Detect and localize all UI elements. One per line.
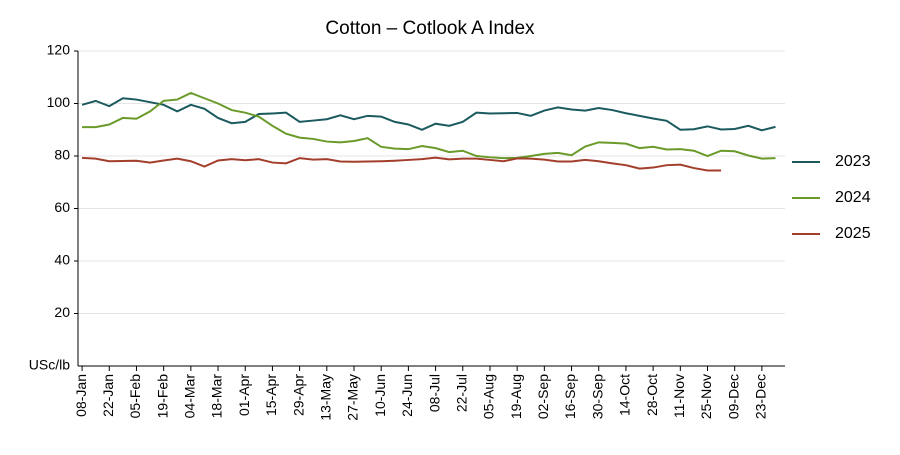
x-tick-label: 15-Apr — [263, 374, 279, 416]
x-tick-label: 05-Feb — [127, 374, 143, 419]
chart-title: Cotton – Cotlook A Index — [325, 18, 535, 39]
x-tick-label: 08-Jul — [426, 374, 442, 412]
y-tick-label: 20 — [54, 304, 70, 320]
x-tick-label: 19-Feb — [154, 374, 170, 419]
x-tick-label: 11-Nov — [671, 374, 687, 418]
data-line — [81, 97, 776, 132]
x-tick-label: 05-Aug — [481, 374, 497, 419]
y-tick-label: 40 — [54, 252, 70, 268]
x-tick-label: 02-Sep — [535, 374, 551, 419]
x-tick-label: 04-Mar — [182, 374, 198, 419]
y-tick-label: 80 — [54, 147, 70, 163]
x-tick-label: 18-Mar — [209, 374, 225, 419]
x-tick-label: 22-Jan — [100, 374, 116, 417]
data-line — [82, 156, 722, 172]
x-tick-label: 22-Jul — [453, 374, 469, 412]
x-tick-label: 01-Apr — [236, 374, 252, 416]
legend-text: 2023 — [835, 153, 871, 170]
legend-text: 2024 — [835, 189, 871, 206]
x-tick-label: 27-May — [345, 374, 361, 421]
x-tick-label: 14-Oct — [617, 374, 633, 416]
x-tick-label: 29-Apr — [290, 374, 306, 416]
x-tick-label: 28-Oct — [644, 374, 660, 416]
y-tick-label: 100 — [47, 94, 71, 110]
x-tick-label: 25-Nov — [698, 374, 714, 419]
x-tick-label: 10-Jun — [372, 374, 388, 417]
x-tick-label: 19-Aug — [508, 374, 524, 419]
x-tick-label: 09-Dec — [725, 374, 741, 419]
y-tick-label: 60 — [54, 199, 70, 215]
x-tick-label: 08-Jan — [73, 374, 89, 417]
x-tick-label: 16-Sep — [562, 374, 578, 419]
data-line — [82, 91, 776, 160]
y-tick-label: 120 — [47, 42, 71, 58]
legend-text: 2025 — [835, 225, 871, 242]
x-tick-label: 30-Sep — [589, 374, 605, 419]
x-tick-label: 23-Dec — [753, 374, 769, 419]
y-axis-label: USc/lb — [29, 357, 70, 373]
x-tick-label: 24-Jun — [399, 374, 415, 417]
x-tick-label: 13-May — [318, 374, 334, 421]
